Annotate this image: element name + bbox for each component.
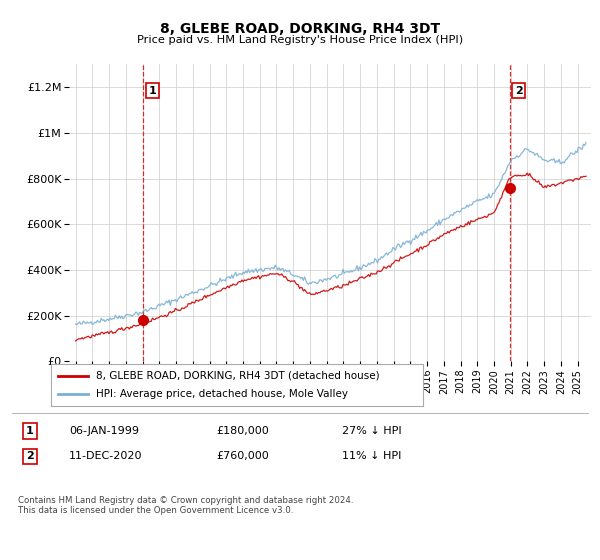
Text: 1: 1: [26, 426, 34, 436]
Text: HPI: Average price, detached house, Mole Valley: HPI: Average price, detached house, Mole…: [95, 389, 347, 399]
Text: 11-DEC-2020: 11-DEC-2020: [69, 451, 143, 461]
Text: 2: 2: [515, 86, 523, 96]
Text: 8, GLEBE ROAD, DORKING, RH4 3DT (detached house): 8, GLEBE ROAD, DORKING, RH4 3DT (detache…: [95, 371, 379, 381]
Text: Price paid vs. HM Land Registry's House Price Index (HPI): Price paid vs. HM Land Registry's House …: [137, 35, 463, 45]
Text: 27% ↓ HPI: 27% ↓ HPI: [342, 426, 401, 436]
Text: 1: 1: [148, 86, 156, 96]
Text: 8, GLEBE ROAD, DORKING, RH4 3DT: 8, GLEBE ROAD, DORKING, RH4 3DT: [160, 22, 440, 36]
Text: £760,000: £760,000: [216, 451, 269, 461]
Text: 2: 2: [26, 451, 34, 461]
Text: £180,000: £180,000: [216, 426, 269, 436]
Text: 06-JAN-1999: 06-JAN-1999: [69, 426, 139, 436]
Text: Contains HM Land Registry data © Crown copyright and database right 2024.
This d: Contains HM Land Registry data © Crown c…: [18, 496, 353, 515]
Text: 11% ↓ HPI: 11% ↓ HPI: [342, 451, 401, 461]
